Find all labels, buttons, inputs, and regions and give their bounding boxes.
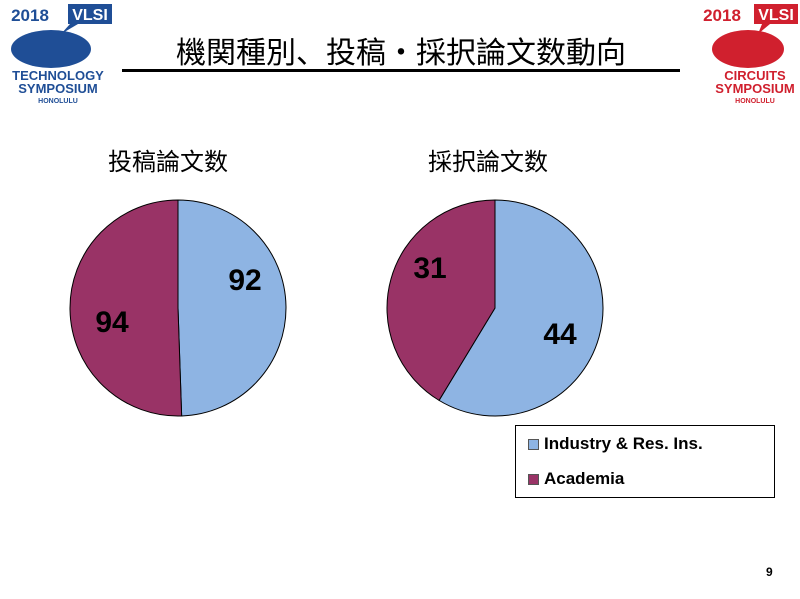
legend-label-academia: Academia <box>544 469 625 488</box>
svg-text:SYMPOSIUM: SYMPOSIUM <box>715 81 794 96</box>
pie-1-slice-industry <box>438 199 604 417</box>
svg-text:CIRCUITS: CIRCUITS <box>724 68 786 83</box>
svg-text:2018: 2018 <box>703 6 741 25</box>
legend-item-industry: Industry & Res. Ins. <box>528 434 703 454</box>
svg-text:HONOLULU: HONOLULU <box>735 98 775 104</box>
legend: Industry & Res. Ins. Academia <box>515 425 775 498</box>
title-underline <box>122 69 680 72</box>
pie-1-slice-academia <box>386 199 496 402</box>
legend-label-industry: Industry & Res. Ins. <box>544 434 703 453</box>
svg-text:2018: 2018 <box>11 6 49 25</box>
legend-swatch-academia <box>528 474 539 485</box>
pie-0-slice-academia <box>69 199 183 417</box>
svg-text:SYMPOSIUM: SYMPOSIUM <box>18 81 97 96</box>
pie-1-label-industry: 44 <box>543 318 577 351</box>
wafer-logo-icon: VLSI 2018 TECHNOLOGY SYMPOSIUM HONOLULU <box>11 4 112 105</box>
pie-1-label-academia: 31 <box>413 252 446 285</box>
wafer-logo-icon: VLSI 2018 CIRCUITS SYMPOSIUM HONOLULU <box>703 4 798 105</box>
page-number: 9 <box>766 565 773 579</box>
slide-title: 機関種別、投稿・採択論文数動向 <box>176 36 626 71</box>
legend-swatch-industry <box>528 439 539 450</box>
pie-0-slice-industry <box>177 199 287 417</box>
legend-item-academia: Academia <box>528 469 625 489</box>
svg-text:VLSI: VLSI <box>758 7 794 24</box>
svg-text:TECHNOLOGY: TECHNOLOGY <box>12 68 104 83</box>
logo-technology-symposium: VLSI 2018 TECHNOLOGY SYMPOSIUM HONOLULU <box>6 4 126 105</box>
chart-title-submitted: 投稿論文数 <box>108 148 228 176</box>
chart-title-accepted: 採択論文数 <box>428 148 548 176</box>
pie-0-label-industry: 92 <box>228 264 261 297</box>
svg-text:HONOLULU: HONOLULU <box>38 98 78 104</box>
pie-0-label-academia: 94 <box>95 306 129 339</box>
logo-circuits-symposium: VLSI 2018 CIRCUITS SYMPOSIUM HONOLULU <box>700 4 800 105</box>
svg-text:VLSI: VLSI <box>72 7 108 24</box>
